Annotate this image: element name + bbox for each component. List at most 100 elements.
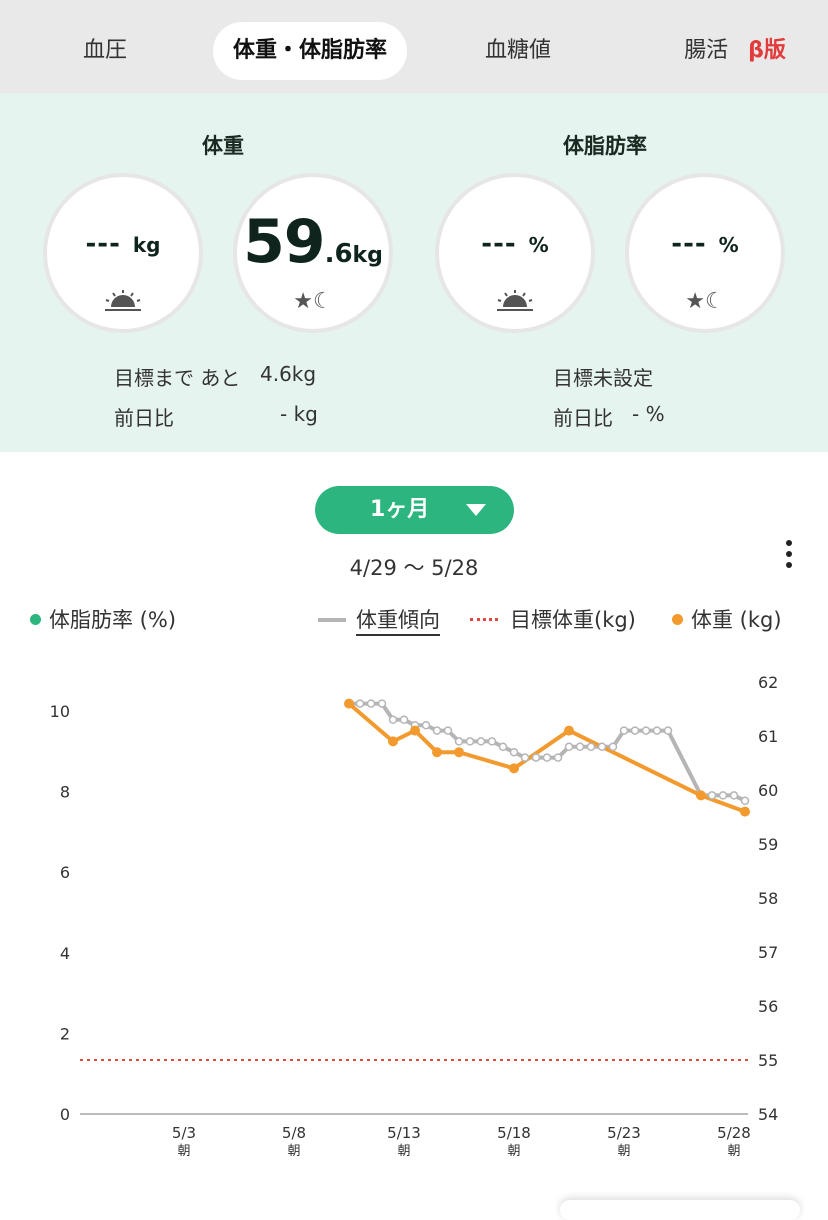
trend-point — [740, 796, 750, 806]
y-right-tick-label: 55 — [758, 1051, 778, 1070]
y-left-tick-label: 8 — [60, 783, 70, 802]
x-tick-sublabel: 朝 — [617, 1144, 630, 1159]
x-tick-sublabel: 朝 — [177, 1144, 190, 1159]
moon-star-icon: ★☾ — [293, 289, 333, 314]
category-tabs: 血圧 体重・体脂肪率 血糖値 腸活 β版 — [0, 0, 828, 93]
legend-weight-label: 体重 (kg) — [691, 608, 782, 632]
y-right-tick-label: 59 — [758, 835, 778, 854]
x-tick-label: 5/18 — [497, 1124, 531, 1142]
trend-point — [542, 753, 552, 762]
y-right-tick-label: 54 — [758, 1105, 778, 1124]
legend-target-label: 目標体重(kg) — [510, 608, 636, 632]
y-left-tick-label: 10 — [50, 702, 70, 721]
trend-point — [575, 742, 585, 752]
trend-point — [619, 726, 629, 735]
tab-weight-body-fat[interactable]: 体重・体脂肪率 — [213, 22, 407, 80]
legend-trend-line — [318, 618, 346, 622]
tab-gut[interactable]: 腸活 β版 — [660, 22, 810, 80]
legend-target-line — [470, 617, 498, 621]
legend-weight[interactable]: 体重 (kg) — [672, 604, 782, 634]
weight-point — [344, 698, 354, 709]
period-dropdown[interactable]: 1ヶ月 — [315, 486, 514, 534]
x-tick-sublabel: 朝 — [397, 1144, 410, 1159]
legend-fat-label: 体脂肪率 (%) — [49, 608, 177, 632]
fat-evening-circle[interactable]: ---% ★☾ — [625, 173, 785, 333]
fat-goal-label: 目標未設定 — [553, 366, 653, 390]
bottom-sheet-edge — [560, 1200, 800, 1220]
moon-star-icon: ★☾ — [685, 289, 725, 314]
legend-fat[interactable]: 体脂肪率 (%) — [30, 604, 176, 634]
trend-point — [454, 737, 464, 746]
trend-point — [564, 742, 574, 752]
trend-point — [531, 753, 541, 762]
trend-point — [377, 699, 387, 708]
weight-morning-unit: kg — [132, 233, 161, 257]
x-tick-label: 5/13 — [387, 1124, 421, 1142]
more-options-icon[interactable] — [784, 540, 794, 573]
fat-diff-value: - % — [632, 402, 665, 426]
trend-point — [729, 791, 739, 800]
tab-blood-pressure[interactable]: 血圧 — [82, 38, 127, 63]
weight-title: 体重 — [202, 134, 244, 158]
trend-point — [388, 715, 398, 725]
y-left-tick-label: 2 — [60, 1024, 70, 1043]
weight-goal-label: 目標まで あと — [114, 366, 241, 390]
legend-fat-dot — [30, 613, 41, 625]
y-right-tick-label: 61 — [758, 727, 778, 746]
y-right-tick-label: 56 — [758, 997, 778, 1016]
y-right-tick-label: 57 — [758, 943, 778, 962]
weight-point — [564, 725, 574, 736]
tab-blood-sugar[interactable]: 血糖値 — [484, 38, 551, 63]
trend-point — [586, 742, 596, 752]
date-range: 4/29 〜 5/28 — [349, 556, 479, 580]
y-left-tick-label: 0 — [60, 1105, 70, 1124]
trend-point — [355, 699, 365, 708]
sunrise-icon — [47, 289, 199, 319]
weight-diff-label: 前日比 — [114, 406, 174, 430]
trend-point — [498, 742, 508, 752]
trend-point — [366, 699, 376, 708]
x-tick-sublabel: 朝 — [727, 1144, 740, 1159]
trend-point — [465, 737, 475, 746]
weight-goal-value: 4.6kg — [260, 362, 317, 386]
trend-point — [476, 737, 486, 746]
weight-point — [454, 747, 464, 758]
x-tick-label: 5/23 — [607, 1124, 641, 1142]
trend-point — [487, 737, 497, 746]
trend-point — [421, 720, 431, 730]
legend-trend[interactable]: 体重傾向 — [318, 604, 440, 636]
trend-point — [432, 726, 442, 735]
weight-point — [388, 736, 398, 747]
trend-point — [718, 791, 728, 800]
x-tick-label: 5/3 — [172, 1124, 196, 1142]
trend-point — [443, 726, 453, 735]
legend-target[interactable]: 目標体重(kg) — [470, 604, 636, 634]
legend-trend-label: 体重傾向 — [356, 604, 440, 636]
weight-point — [696, 790, 706, 801]
trend-point — [663, 726, 673, 735]
y-right-tick-label: 58 — [758, 889, 778, 908]
y-left-tick-label: 4 — [60, 944, 70, 963]
x-tick-label: 5/28 — [717, 1124, 751, 1142]
weight-evening-dec: .6 — [324, 239, 353, 269]
beta-badge: β版 — [748, 38, 786, 63]
weight-evening-circle[interactable]: 59.6kg ★☾ — [233, 173, 393, 333]
weight-evening-int: 59 — [243, 207, 325, 277]
sunrise-icon — [439, 289, 591, 319]
fat-evening-unit: % — [718, 233, 739, 257]
trend-point — [608, 742, 618, 752]
y-right-tick-label: 62 — [758, 673, 778, 692]
x-tick-sublabel: 朝 — [287, 1144, 300, 1159]
y-right-tick-label: 60 — [758, 781, 778, 800]
y-left-tick-label: 6 — [60, 863, 70, 882]
chevron-down-icon — [466, 504, 486, 516]
trend-point — [707, 791, 717, 800]
tab-gut-label: 腸活 — [684, 38, 729, 63]
fat-title: 体脂肪率 — [563, 134, 647, 158]
weight-morning-circle[interactable]: --- kg — [43, 173, 203, 333]
x-tick-label: 5/8 — [282, 1124, 306, 1142]
x-tick-sublabel: 朝 — [507, 1144, 520, 1159]
fat-morning-unit: % — [528, 233, 549, 257]
fat-morning-circle[interactable]: ---% — [435, 173, 595, 333]
